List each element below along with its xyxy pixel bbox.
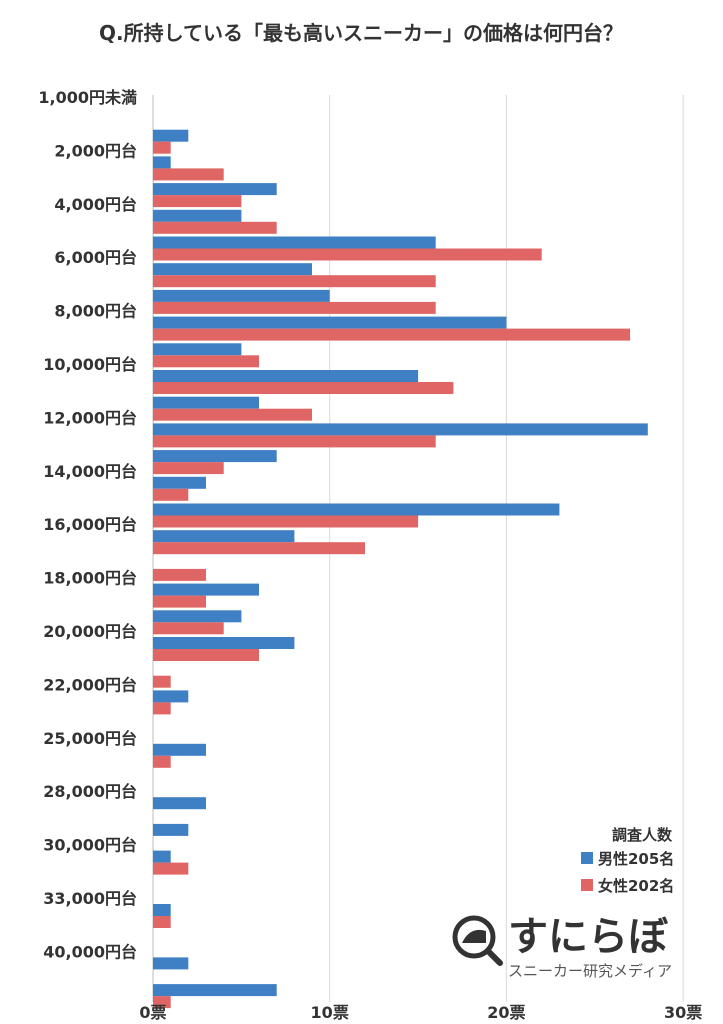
bar-female [153, 702, 171, 715]
bar-female [153, 462, 224, 475]
legend: 調査人数 男性205名 女性202名 [581, 826, 674, 895]
bar-female [153, 862, 189, 875]
bar-male [153, 156, 171, 169]
x-tick-label: 0票 [139, 1003, 166, 1022]
bar-female [153, 248, 542, 261]
bar-female [153, 568, 206, 581]
logo: すにらぼ スニーカー研究メディア [452, 914, 672, 980]
bar-male [153, 743, 206, 756]
bar-female [153, 622, 224, 635]
legend-swatch-male [581, 852, 593, 864]
category-label: 6,000円台 [54, 248, 137, 267]
bar-female [153, 435, 436, 448]
category-label: 18,000円台 [43, 569, 137, 588]
chart-title: Q.所持している「最も高いスニーカー」の価格は何円台？ [99, 21, 623, 45]
bar-male [153, 316, 507, 329]
category-label: 10,000円台 [43, 355, 137, 374]
bar-male [153, 423, 648, 436]
legend-label-male: 男性205名 [598, 850, 674, 868]
category-label: 16,000円台 [43, 515, 137, 534]
legend-title: 調査人数 [612, 826, 673, 844]
bar-female [153, 916, 171, 928]
bar-male [153, 850, 171, 863]
bar-male [153, 129, 189, 142]
category-label: 4,000円台 [54, 195, 137, 214]
category-label: 1,000円未満 [38, 88, 137, 107]
bar-female [153, 382, 454, 394]
bar-male [153, 904, 171, 916]
x-tick-labels: 0票 10票 20票 30票 [139, 1003, 702, 1022]
category-label: 30,000円台 [43, 836, 137, 855]
category-labels: 1,000円未満 2,000円台 4,000円台 6,000円台 8,000円台 10,0… [38, 88, 137, 961]
magnifier-shoe-icon [452, 915, 503, 966]
bar-male [153, 984, 277, 997]
bar-female [153, 328, 631, 341]
bar-male [153, 263, 312, 276]
category-label: 22,000円台 [43, 675, 137, 694]
bar-male [153, 236, 436, 249]
legend-label-female: 女性202名 [598, 877, 674, 895]
bar-male [153, 823, 189, 836]
bar-female [153, 168, 224, 181]
bar-male [153, 637, 295, 649]
category-label: 40,000円台 [43, 942, 137, 961]
bar-female [153, 649, 259, 661]
category-label: 2,000円台 [54, 141, 137, 160]
bar-female [153, 408, 312, 421]
legend-swatch-female [581, 879, 593, 891]
bar-male [153, 610, 242, 623]
bar-female [153, 755, 171, 768]
category-label: 14,000円台 [43, 462, 137, 481]
bar-female [153, 542, 365, 555]
bar-female [153, 301, 436, 314]
category-label: 33,000円台 [43, 889, 137, 908]
bar-female [153, 515, 419, 528]
category-label: 28,000円台 [43, 782, 137, 801]
bars [153, 129, 648, 1009]
bar-female [153, 996, 171, 1009]
bar-male [153, 957, 189, 970]
logo-tagline: スニーカー研究メディア [508, 962, 672, 980]
bar-male [153, 583, 259, 596]
bar-female [153, 141, 171, 154]
x-tick-label: 30票 [664, 1003, 702, 1022]
bar-female [153, 595, 206, 608]
bar-female [153, 275, 436, 288]
bar-male [153, 289, 330, 302]
category-label: 25,000円台 [43, 729, 137, 748]
bar-male [153, 476, 206, 489]
bar-female [153, 221, 277, 234]
logo-name: すにらぼ [508, 914, 668, 960]
bar-male [153, 530, 295, 543]
bar-male [153, 343, 242, 356]
bar-male [153, 183, 277, 196]
bar-female [153, 355, 259, 368]
bar-male [153, 396, 259, 409]
bar-female [153, 675, 171, 688]
bar-male [153, 797, 206, 810]
category-label: 12,000円台 [43, 408, 137, 427]
bar-male [153, 370, 419, 382]
category-label: 8,000円台 [54, 302, 137, 321]
bar-female [153, 195, 242, 208]
bar-male [153, 209, 242, 222]
category-label: 20,000円台 [43, 622, 137, 641]
bar-male [153, 450, 277, 463]
bar-female [153, 488, 189, 501]
bar-male [153, 503, 560, 516]
x-tick-label: 10票 [311, 1003, 349, 1022]
bar-male [153, 690, 189, 703]
x-tick-label: 20票 [487, 1003, 525, 1022]
